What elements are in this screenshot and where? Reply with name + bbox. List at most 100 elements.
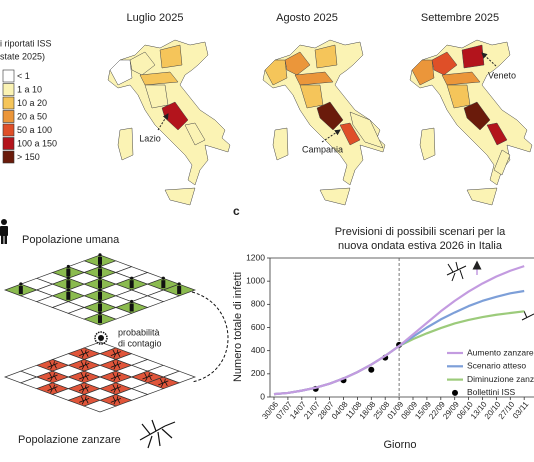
- human-figure: [18, 286, 23, 294]
- y-tick-label: 1000: [246, 275, 265, 285]
- legend-label: Diminuzione zanzare: [467, 374, 534, 384]
- human-figure: [98, 264, 102, 269]
- mosquito-grid: [3, 341, 197, 413]
- human-figure: [98, 253, 102, 257]
- diagram-label: Popolazione umana: [22, 234, 120, 246]
- human-figure: [98, 299, 102, 304]
- y-tick-label: 1200: [246, 252, 265, 262]
- mosquito-figure: [110, 349, 121, 358]
- map-annotation: Veneto: [488, 70, 516, 80]
- legend-swatch: [2, 69, 15, 83]
- legend-swatch: [2, 137, 15, 150]
- legend-label: 1 a 10: [17, 84, 42, 94]
- human-figure: [177, 282, 181, 286]
- chart-title: nuova ondata estiva 2026 in Italia: [338, 240, 503, 252]
- human-figure: [130, 276, 134, 280]
- mosquito-figure: [110, 396, 121, 405]
- mosquito-figure: [47, 384, 58, 393]
- map-annotation: Campania: [302, 144, 343, 154]
- human-figure: [19, 282, 23, 286]
- map-luglio: [107, 39, 231, 206]
- human-figure: [130, 299, 134, 304]
- mosquito-figure: [79, 349, 90, 358]
- y-tick-label: 400: [251, 345, 265, 355]
- human-figure: [98, 311, 102, 315]
- mosquito-icon: [446, 261, 534, 321]
- human-figure: [98, 256, 102, 265]
- legend-label: < 1: [17, 71, 30, 81]
- legend-swatch: [2, 110, 15, 123]
- legend-label: 50 a 100: [17, 125, 52, 135]
- y-tick-label: 800: [251, 299, 265, 309]
- diagram-label: probabilità: [118, 327, 160, 337]
- annotation-arrow: [321, 129, 341, 143]
- legend-label: 100 a 150: [17, 138, 57, 148]
- mosquito-figure: [79, 396, 90, 405]
- x-tick-label: 03/11: [511, 399, 531, 420]
- human-icon: [0, 219, 8, 244]
- human-figure: [66, 264, 70, 269]
- mosquito-figure: [79, 372, 90, 382]
- mosquito-figure: [110, 384, 121, 393]
- human-figure: [177, 286, 182, 294]
- human-figure: [129, 280, 134, 289]
- series-line: [273, 265, 525, 396]
- legend-swatch: [2, 150, 15, 164]
- map-annotation: Lazio: [139, 133, 161, 143]
- annotation-arrow: [481, 52, 497, 67]
- map-agosto: [262, 39, 386, 206]
- legend-swatch: [2, 83, 15, 96]
- diagram-label: Popolazione zanzare: [18, 434, 121, 446]
- human-figure: [161, 276, 165, 280]
- legend-title: state 2025): [0, 51, 45, 61]
- human-figure: [98, 276, 102, 280]
- human-figure: [66, 291, 71, 300]
- legend-label: 10 a 20: [17, 98, 47, 108]
- human-figure: [66, 280, 71, 289]
- map-legend: < 1 1 a 10 10 a 20 20 a 50 50 a 100 100 a 150…: [2, 69, 57, 164]
- human-figure: [98, 291, 102, 300]
- mosquito-figure: [158, 378, 169, 388]
- contagion-arc: [191, 291, 229, 383]
- diagram-label: di contagio: [118, 338, 162, 348]
- y-axis-label: Numero totale di infetti: [232, 272, 244, 382]
- human-figure: [98, 268, 102, 277]
- human-figure: [98, 288, 102, 292]
- map-title: Luglio 2025: [127, 12, 184, 24]
- human-figure: [98, 280, 102, 289]
- map-settembre: [409, 39, 533, 206]
- legend-swatch: [2, 123, 15, 137]
- x-axis-label: Giorno: [383, 439, 416, 451]
- chart: 02004006008001000120030/0607/0714/0721/0…: [246, 252, 534, 421]
- human-grid: [3, 253, 197, 326]
- mosquito-figure: [79, 384, 90, 393]
- human-figure: [129, 303, 134, 312]
- legend-title: i riportati ISS: [0, 38, 52, 48]
- y-tick-label: 0: [260, 391, 265, 401]
- legend-label: > 150: [17, 152, 40, 162]
- human-figure: [161, 280, 166, 289]
- grid-cell: [83, 399, 117, 413]
- mosquito-figure: [79, 361, 90, 370]
- panel-label: c: [233, 204, 240, 218]
- legend-swatch: [2, 96, 15, 110]
- mosquito-figure: [47, 372, 58, 382]
- human-figure: [66, 288, 70, 292]
- legend-marker: [452, 389, 458, 396]
- contagion-icon: [94, 331, 108, 345]
- y-tick-label: 200: [251, 368, 265, 378]
- human-figure: [66, 276, 70, 280]
- map-title: Settembre 2025: [421, 12, 499, 24]
- data-point: [368, 366, 375, 373]
- mosquito-icon: [139, 419, 176, 449]
- mosquito-figure: [110, 361, 121, 370]
- human-figure: [66, 268, 71, 277]
- map-title: Agosto 2025: [276, 12, 338, 24]
- mosquito-figure: [142, 372, 153, 382]
- y-tick-label: 600: [251, 322, 265, 332]
- legend-label: Aumento zanzare: [467, 347, 534, 357]
- mosquito-figure: [47, 361, 58, 370]
- legend-label: 20 a 50: [17, 111, 47, 121]
